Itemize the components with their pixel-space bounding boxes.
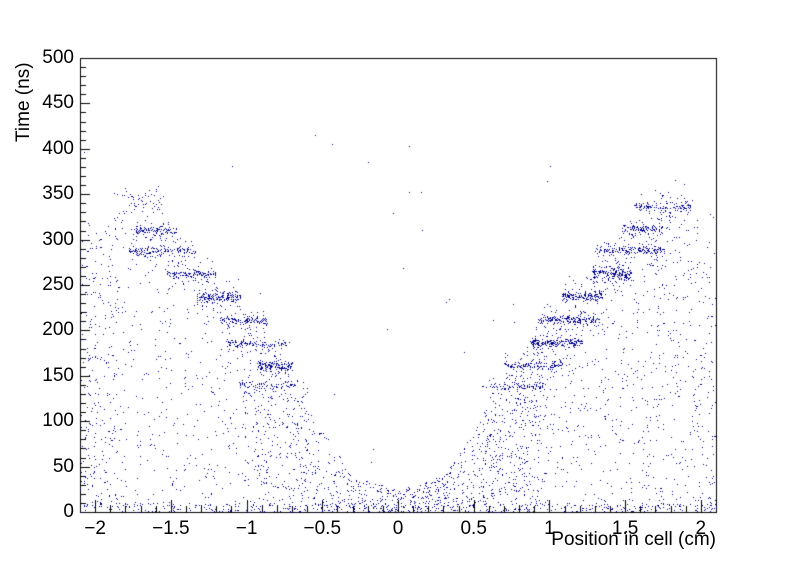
y-tick-label: 50 bbox=[52, 455, 74, 477]
x-axis-title: Position in cell (cm) bbox=[551, 529, 716, 550]
y-tick-label: 100 bbox=[42, 410, 74, 432]
y-tick-label: 350 bbox=[42, 183, 74, 205]
x-tick-label: 0 bbox=[392, 518, 404, 539]
y-tick-label: 200 bbox=[42, 319, 74, 341]
x-tick-label: −1 bbox=[235, 518, 258, 539]
x-tick-label: 1 bbox=[544, 518, 555, 539]
x-tick-label: 0.5 bbox=[460, 518, 487, 539]
y-tick-label: 150 bbox=[42, 364, 74, 386]
y-tick-label: 500 bbox=[42, 47, 74, 68]
y-tick-label: 250 bbox=[42, 274, 74, 295]
y-tick-label: 450 bbox=[42, 92, 74, 114]
x-tick-label: 1.5 bbox=[611, 518, 639, 539]
y-tick-label: 400 bbox=[42, 137, 74, 159]
x-tick-label: −2 bbox=[84, 518, 106, 539]
y-tick-label: 0 bbox=[63, 501, 74, 522]
x-tick-label: −0.5 bbox=[303, 518, 342, 539]
x-tick-label: −1.5 bbox=[152, 518, 190, 539]
y-axis-title: Time (ns) bbox=[13, 62, 34, 142]
x-tick-label: 2 bbox=[695, 518, 707, 539]
y-tick-label: 300 bbox=[42, 228, 74, 250]
